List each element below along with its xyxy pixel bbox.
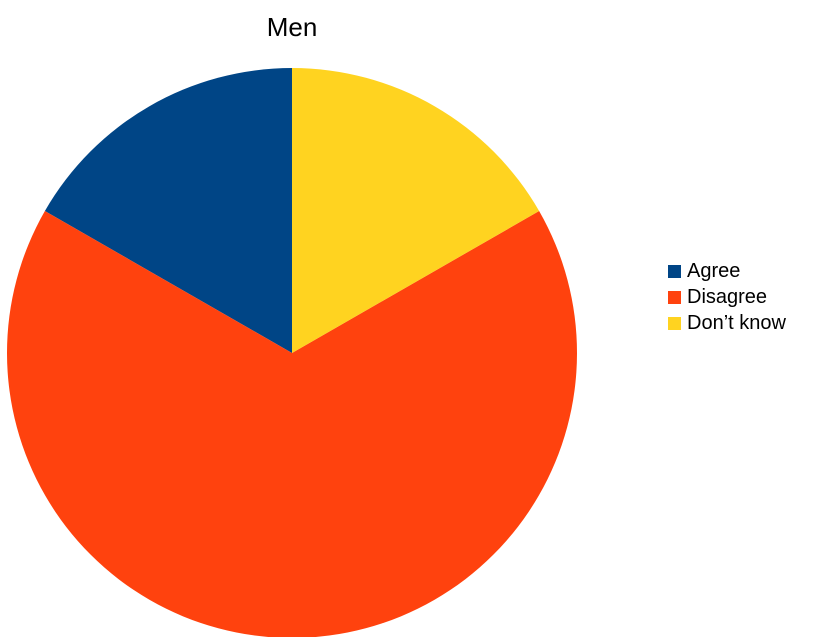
chart-title: Men (267, 12, 318, 42)
pie-slice-disagree (7, 211, 577, 637)
legend-label-disagree: Disagree (687, 286, 767, 308)
pie-slice-don-t-know (292, 68, 540, 353)
legend-swatch-agree (668, 265, 681, 278)
legend-label-don-t-know: Don’t know (687, 312, 786, 334)
pie-slice-agree (44, 68, 292, 353)
legend-label-agree: Agree (687, 260, 740, 282)
pie-slices (7, 68, 577, 637)
legend: Agree Disagree Don’t know (668, 260, 786, 334)
legend-swatch-disagree (668, 291, 681, 304)
legend-swatch-don-t-know (668, 317, 681, 330)
